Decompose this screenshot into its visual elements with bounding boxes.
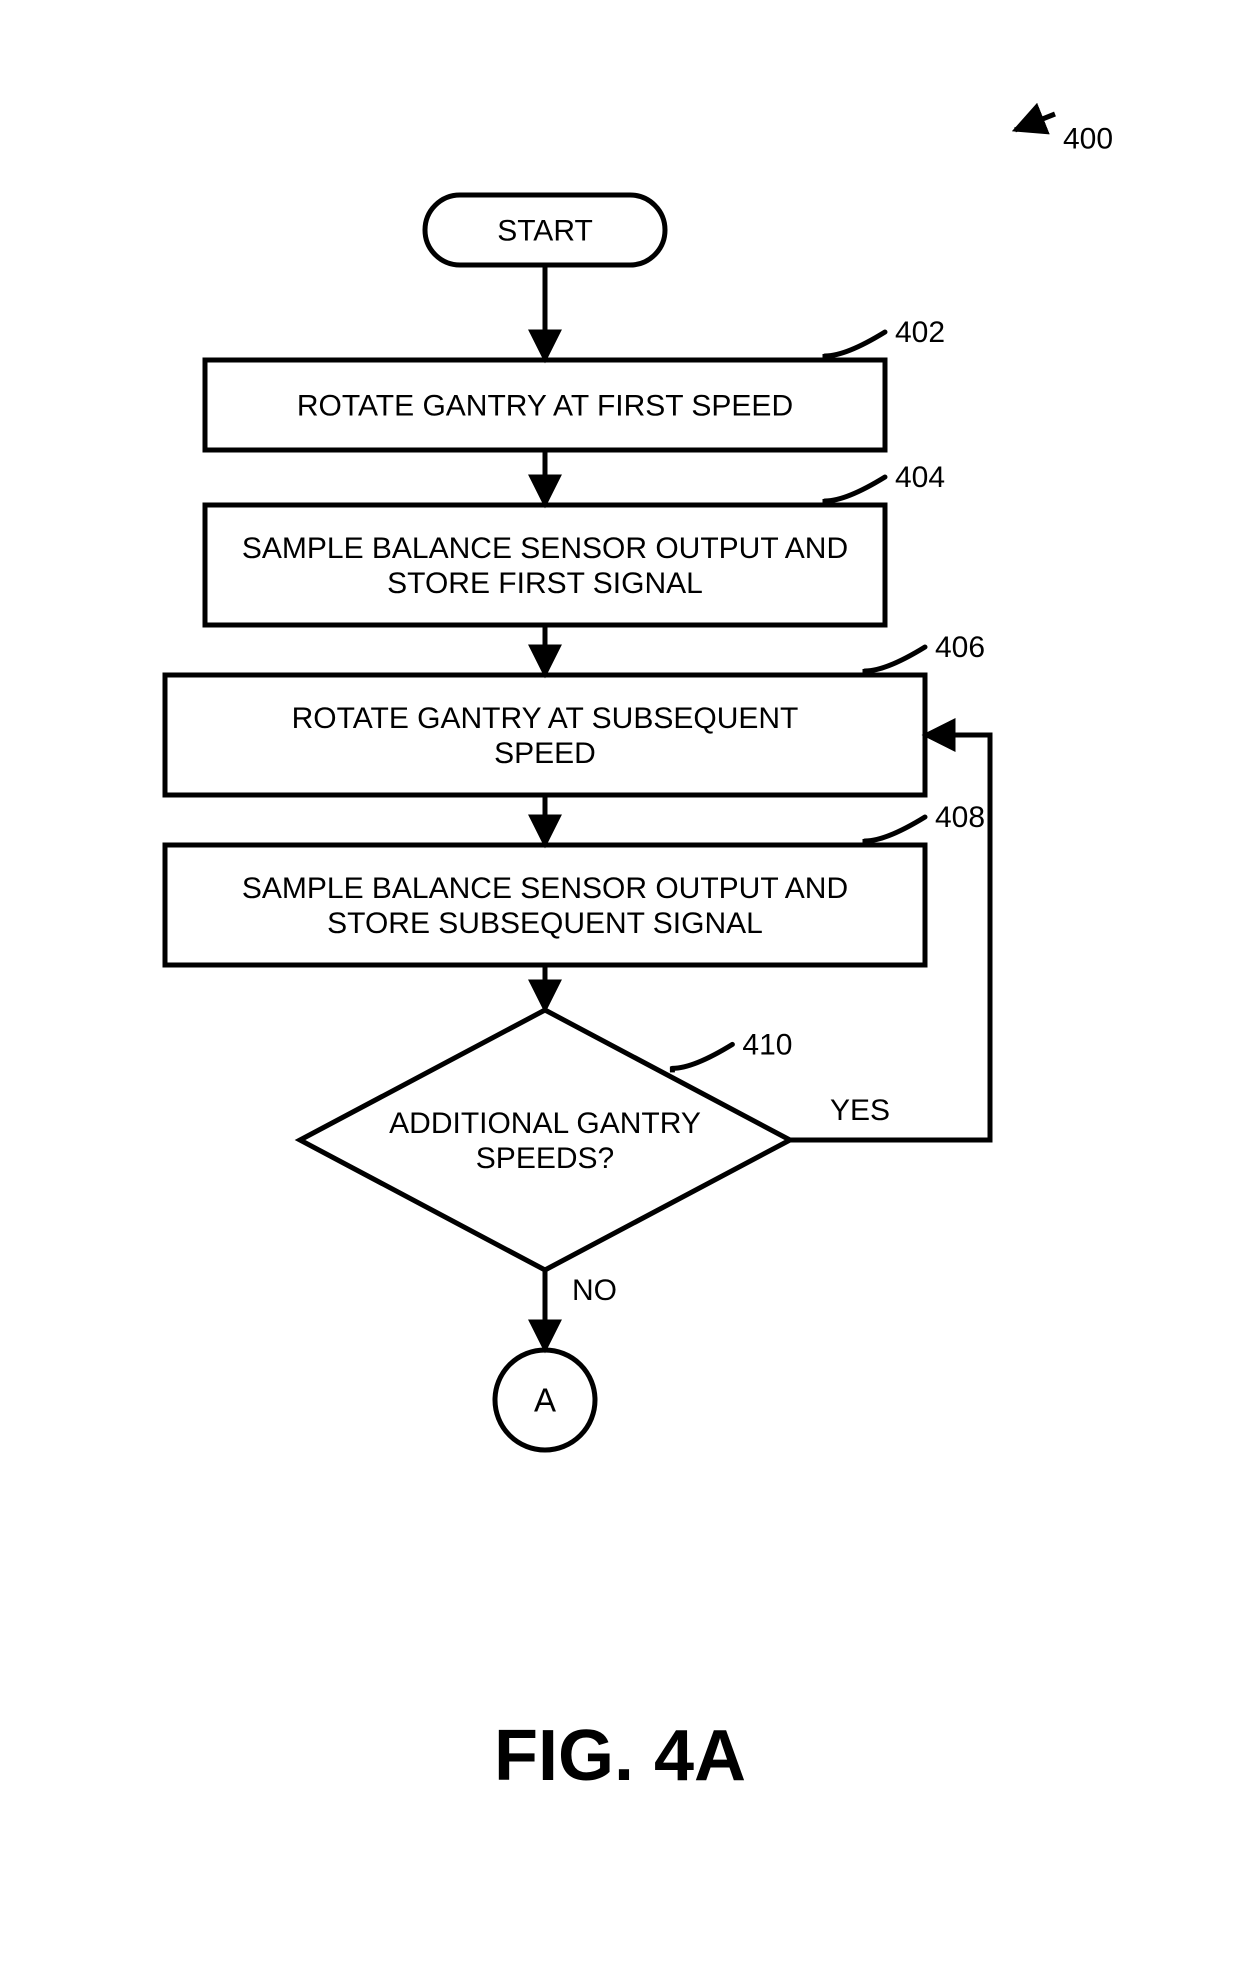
figure-caption: FIG. 4A [494, 1716, 746, 1796]
svg-text:404: 404 [895, 461, 945, 494]
ref-410: 410 [672, 1028, 792, 1072]
edge-label: YES [830, 1094, 890, 1127]
node-label: ADDITIONAL GANTRYSPEEDS? [389, 1107, 701, 1175]
svg-text:410: 410 [742, 1028, 792, 1061]
node-label: START [497, 215, 593, 248]
node-d410: ADDITIONAL GANTRYSPEEDS? [300, 1010, 790, 1270]
svg-text:408: 408 [935, 801, 985, 834]
node-label: ROTATE GANTRY AT FIRST SPEED [297, 390, 793, 423]
flowchart-canvas: START ROTATE GANTRY AT FIRST SPEED 402 SAMP… [0, 0, 1240, 1973]
edge-label: NO [572, 1274, 617, 1307]
svg-text:402: 402 [895, 316, 945, 349]
node-n402: ROTATE GANTRY AT FIRST SPEED [205, 360, 885, 450]
node-connA: A [495, 1350, 595, 1450]
node-n404: SAMPLE BALANCE SENSOR OUTPUT ANDSTORE FI… [205, 505, 885, 625]
ref-406: 406 [865, 631, 985, 675]
node-n408: SAMPLE BALANCE SENSOR OUTPUT ANDSTORE SU… [165, 845, 925, 965]
node-n406: ROTATE GANTRY AT SUBSEQUENTSPEED [165, 675, 925, 795]
figure-ref-marker: 400 [1015, 114, 1113, 156]
node-label: A [534, 1382, 556, 1419]
node-start: START [425, 195, 665, 265]
node-label: SAMPLE BALANCE SENSOR OUTPUT ANDSTORE SU… [242, 872, 848, 940]
node-label: SAMPLE BALANCE SENSOR OUTPUT ANDSTORE FI… [242, 532, 848, 600]
ref-408: 408 [865, 801, 985, 845]
figure-ref-label: 400 [1063, 123, 1113, 156]
node-label: ROTATE GANTRY AT SUBSEQUENTSPEED [292, 702, 799, 770]
ref-404: 404 [825, 461, 945, 505]
ref-402: 402 [825, 316, 945, 360]
svg-text:406: 406 [935, 631, 985, 664]
